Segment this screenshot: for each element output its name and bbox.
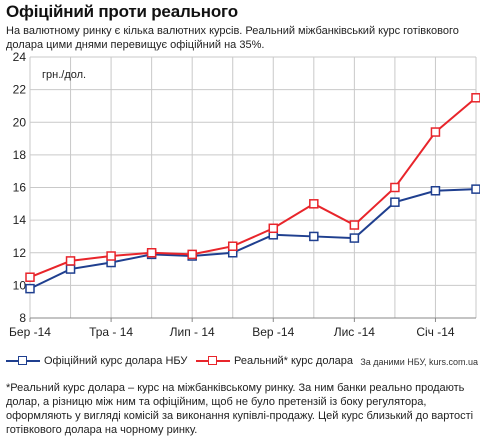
data-point [471,93,480,103]
y-tick-label: 24 [13,50,27,64]
footnote: *Реальний курс долара – курс на міжбанкі… [6,382,474,436]
y-tick-label: 14 [13,213,27,227]
legend-swatch-real [196,355,230,367]
x-tick-label: Січ -14 [416,325,455,339]
y-axis-unit-label: грн./дол. [42,69,86,81]
legend-swatch-official [6,355,40,367]
x-tick-label: Тра - 14 [89,325,133,339]
series-line [29,188,477,290]
data-point [430,127,441,137]
chart-series [25,93,480,294]
x-axis-ticks: Бер -14 Тра - 14 Лип - 14 Вер -14 Лис -14 Січ… [9,318,455,339]
legend-item-official: Офіційний курс долара НБУ [6,355,187,367]
y-tick-label: 18 [13,148,27,162]
chart-grid [29,56,477,319]
source-note: За даними НБУ, kurs.com.ua [360,357,478,367]
data-point [65,264,76,274]
y-axis-ticks: 8 10 12 14 16 18 20 22 24 [13,50,27,325]
series-line [29,97,477,279]
data-point [25,283,35,294]
x-tick-label: Вер -14 [252,325,294,339]
data-point [349,220,360,230]
chart-title: Офіційний проти реального [6,2,238,21]
data-point [349,233,360,243]
data-point [25,272,35,282]
data-point [390,197,400,207]
x-tick-label: Лис -14 [334,325,376,339]
chart-subtitle: На валютному ринку є кілька валютних кур… [6,25,459,51]
series-real [25,93,480,282]
line-chart: 8 10 12 14 16 18 20 22 24 Бер -14 Тра - 14 Лип - 1… [9,50,480,339]
y-tick-label: 16 [13,181,27,195]
data-point [187,249,197,260]
data-point [227,241,238,251]
data-point [471,184,480,194]
y-tick-label: 12 [13,246,27,260]
data-point [309,231,319,242]
y-tick-label: 20 [13,115,27,129]
data-point [309,199,319,209]
series-official [25,184,480,294]
legend-label-real: Реальний* курс долара [234,355,353,367]
y-tick-label: 22 [13,83,27,97]
data-point [65,256,76,266]
x-tick-label: Бер -14 [9,325,51,339]
data-point [430,186,441,196]
legend-label-official: Офіційний курс долара НБУ [44,355,188,367]
y-tick-label: 8 [19,311,26,325]
data-point [390,182,400,193]
legend-item-real: Реальний* курс долара [196,355,353,367]
legend: Офіційний курс долара НБУ Реальний* курс… [6,355,478,373]
x-tick-label: Лип - 14 [170,325,215,339]
data-point [106,251,116,261]
y-tick-label: 10 [13,278,27,292]
data-point [268,223,279,234]
data-point [146,248,157,258]
